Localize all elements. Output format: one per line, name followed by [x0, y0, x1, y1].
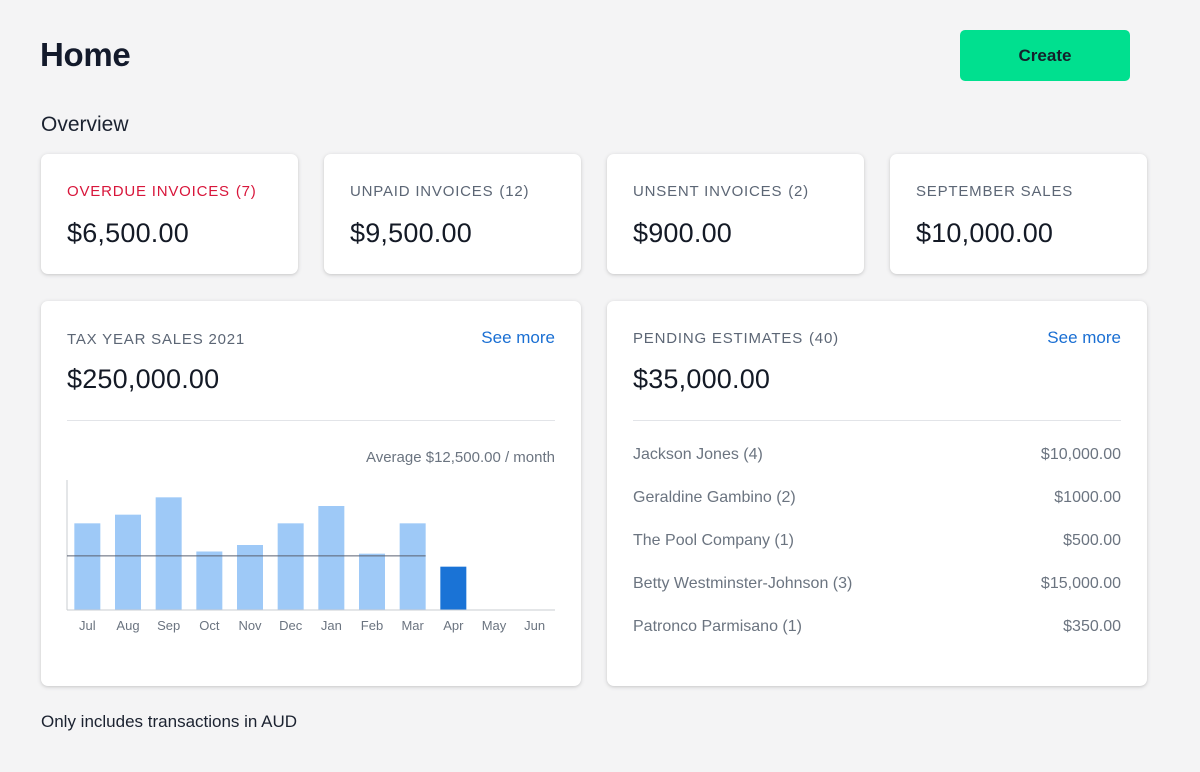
currency-footnote: Only includes transactions in AUD — [41, 712, 298, 731]
x-tick-label: Jun — [524, 618, 545, 633]
pending-estimates-card: PENDING ESTIMATES (40) See more $35,000.0… — [607, 301, 1147, 686]
pending-see-more-link[interactable]: See more — [1047, 328, 1121, 347]
x-tick-label: Apr — [443, 618, 464, 633]
september-sales-label: SEPTEMBER SALES — [916, 183, 1074, 200]
estimate-amount: $1000.00 — [1054, 489, 1121, 506]
bar-dec[interactable] — [277, 523, 304, 610]
september-sales-value: $10,000.00 — [916, 218, 1054, 248]
x-tick-label: Mar — [401, 618, 424, 633]
divider — [633, 420, 1121, 421]
overdue-invoices-value: $6,500.00 — [67, 218, 189, 248]
estimate-amount: $15,000.00 — [1040, 575, 1121, 592]
overdue-invoices-count: (7) — [235, 183, 257, 200]
tax-year-see-more-link[interactable]: See more — [481, 328, 555, 347]
unpaid-invoices-label: UNPAID INVOICES (12) — [350, 183, 530, 200]
estimate-client-name: The Pool Company (1) — [633, 532, 794, 549]
bar-mar[interactable] — [399, 523, 426, 610]
x-tick-label: May — [482, 618, 507, 633]
bar-sep[interactable] — [155, 497, 182, 610]
unpaid-invoices-count: (12) — [499, 183, 530, 200]
unpaid-invoices-card[interactable]: UNPAID INVOICES (12) $9,500.00 — [324, 154, 581, 274]
estimate-amount: $350.00 — [1063, 618, 1121, 635]
september-sales-card[interactable]: SEPTEMBER SALES $10,000.00 — [890, 154, 1147, 274]
tax-year-sales-card: TAX YEAR SALES 2021 See more $250,000.00… — [41, 301, 581, 686]
unsent-invoices-label: UNSENT INVOICES (2) — [633, 183, 809, 200]
bar-apr[interactable] — [440, 566, 467, 610]
bar-jul[interactable] — [74, 523, 101, 610]
estimates-list: Jackson Jones (4) $10,000.00 Geraldine Ga… — [633, 446, 1121, 661]
create-button[interactable]: Create — [960, 30, 1130, 81]
overdue-invoices-label: OVERDUE INVOICES (7) — [67, 183, 257, 200]
estimate-row[interactable]: Jackson Jones (4) $10,000.00 — [633, 446, 1121, 489]
x-tick-label: Jul — [79, 618, 96, 633]
bar-jan[interactable] — [318, 506, 345, 610]
bar-feb[interactable] — [359, 553, 385, 610]
estimate-client-name: Patronco Parmisano (1) — [633, 618, 802, 635]
pending-estimates-count: (40) — [809, 330, 839, 347]
unsent-invoices-card[interactable]: UNSENT INVOICES (2) $900.00 — [607, 154, 864, 274]
estimate-client-name: Jackson Jones (4) — [633, 446, 763, 463]
x-tick-label: Feb — [361, 618, 383, 633]
unsent-invoices-count: (2) — [788, 183, 809, 200]
pending-estimates-label: PENDING ESTIMATES (40) — [633, 330, 839, 347]
estimate-row[interactable]: The Pool Company (1) $500.00 — [633, 532, 1121, 575]
overdue-invoices-card[interactable]: OVERDUE INVOICES (7) $6,500.00 — [41, 154, 298, 274]
x-tick-label: Jan — [321, 618, 342, 633]
tax-year-sales-value: $250,000.00 — [67, 364, 220, 394]
page-title: Home — [40, 36, 131, 73]
x-tick-label: Sep — [157, 618, 180, 633]
estimate-amount: $10,000.00 — [1040, 446, 1121, 463]
divider — [67, 420, 555, 421]
bar-oct[interactable] — [196, 551, 223, 611]
x-tick-label: Oct — [199, 618, 220, 633]
unpaid-invoices-value: $9,500.00 — [350, 218, 472, 248]
tax-year-sales-label: TAX YEAR SALES 2021 — [67, 331, 246, 348]
estimate-row[interactable]: Betty Westminster-Johnson (3) $15,000.00 — [633, 575, 1121, 618]
bar-nov[interactable] — [237, 545, 263, 610]
estimate-client-name: Geraldine Gambino (2) — [633, 489, 796, 506]
x-tick-label: Aug — [116, 618, 139, 633]
sales-bar-chart: Jul Aug Sep Oct Nov Dec Jan Feb Mar Apr May Jun — [66, 480, 555, 633]
average-note: Average $12,500.00 / month — [365, 449, 555, 466]
estimate-row[interactable]: Patronco Parmisano (1) $350.00 — [633, 618, 1121, 661]
x-tick-label: Nov — [238, 618, 262, 633]
bar-aug[interactable] — [115, 514, 141, 610]
estimate-client-name: Betty Westminster-Johnson (3) — [633, 575, 853, 592]
pending-estimates-value: $35,000.00 — [633, 364, 771, 394]
estimate-amount: $500.00 — [1063, 532, 1121, 549]
overview-title: Overview — [41, 113, 129, 136]
unsent-invoices-value: $900.00 — [633, 218, 732, 248]
estimate-row[interactable]: Geraldine Gambino (2) $1000.00 — [633, 489, 1121, 532]
x-tick-label: Dec — [279, 618, 303, 633]
